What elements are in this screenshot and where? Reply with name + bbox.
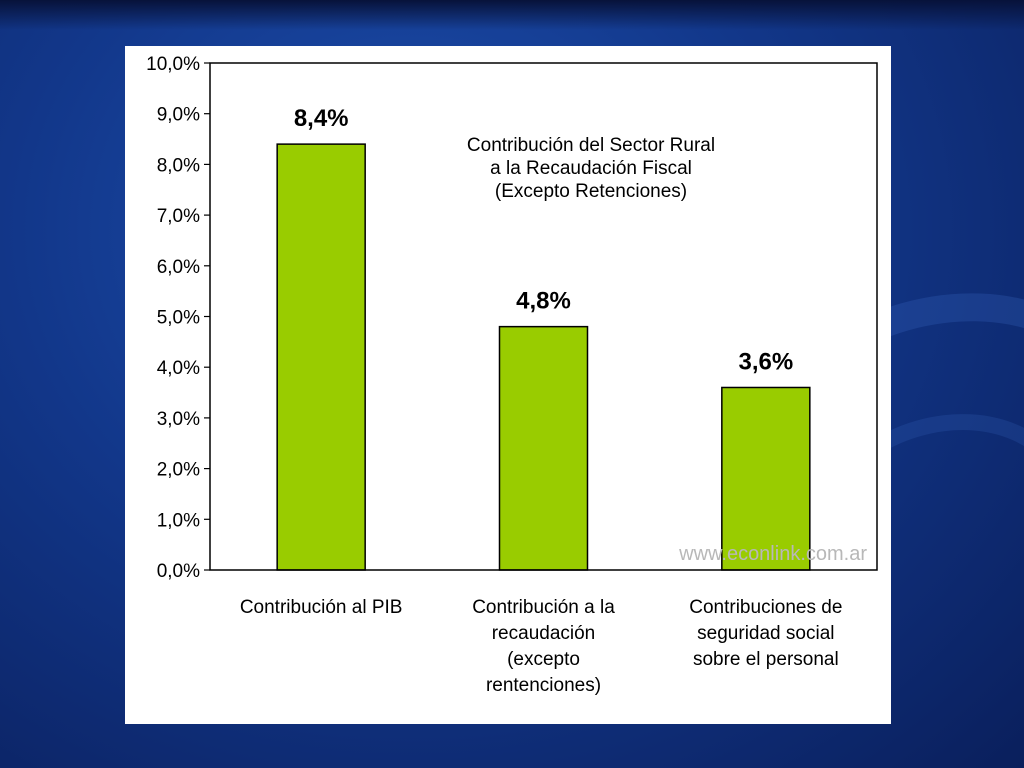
value-label-2: 4,8% (516, 288, 571, 315)
y-tick-label: 7,0% (157, 206, 200, 227)
category-label-3: seguridad social (697, 623, 834, 644)
y-tick-label: 6,0% (157, 257, 200, 278)
y-tick-label: 5,0% (157, 308, 200, 329)
category-label-1: Contribución al PIB (240, 597, 403, 618)
value-label-1: 8,4% (294, 105, 349, 132)
background-top-band (0, 0, 1024, 30)
category-label-3: sobre el personal (693, 649, 839, 670)
y-tick-label: 0,0% (157, 561, 200, 582)
bar-2 (498, 325, 589, 571)
y-tick-label: 1,0% (157, 510, 200, 531)
y-tick-label: 10,0% (146, 54, 200, 75)
y-tick-label: 2,0% (157, 460, 200, 481)
value-labels: 8,4% 4,8% 3,6% (294, 105, 793, 375)
category-label-2: rentenciones) (486, 675, 601, 696)
chart-title-line: (Excepto Retenciones) (495, 181, 687, 202)
value-label-3: 3,6% (738, 348, 793, 375)
category-label-2: Contribución a la (472, 597, 615, 618)
chart-title-line: Contribución del Sector Rural (467, 135, 715, 156)
category-label-2: (excepto (507, 649, 580, 670)
y-tick-label: 3,0% (157, 409, 200, 430)
y-tick-label: 8,0% (157, 155, 200, 176)
bar-1 (276, 143, 366, 571)
x-axis-categories: Contribución al PIB Contribución a la reca… (240, 597, 843, 696)
category-label-3: Contribuciones de (689, 597, 842, 618)
chart-panel: Contribución del Sector Rural a la Recaud… (125, 46, 891, 724)
chart-title-line: a la Recaudación Fiscal (490, 158, 692, 179)
y-tick-label: 4,0% (157, 358, 200, 379)
watermark-text: www.econlink.com.ar (678, 543, 867, 565)
y-tick-label: 9,0% (157, 105, 200, 126)
y-axis-ticks: 0,0% 1,0% 2,0% 3,0% 4,0% 5,0% 6,0% 7,0% 8,0% 9,0%… (146, 54, 210, 582)
bar-3 (721, 386, 811, 571)
category-label-2: recaudación (492, 623, 596, 644)
plot-area-frame (209, 62, 878, 571)
bars (276, 143, 811, 571)
